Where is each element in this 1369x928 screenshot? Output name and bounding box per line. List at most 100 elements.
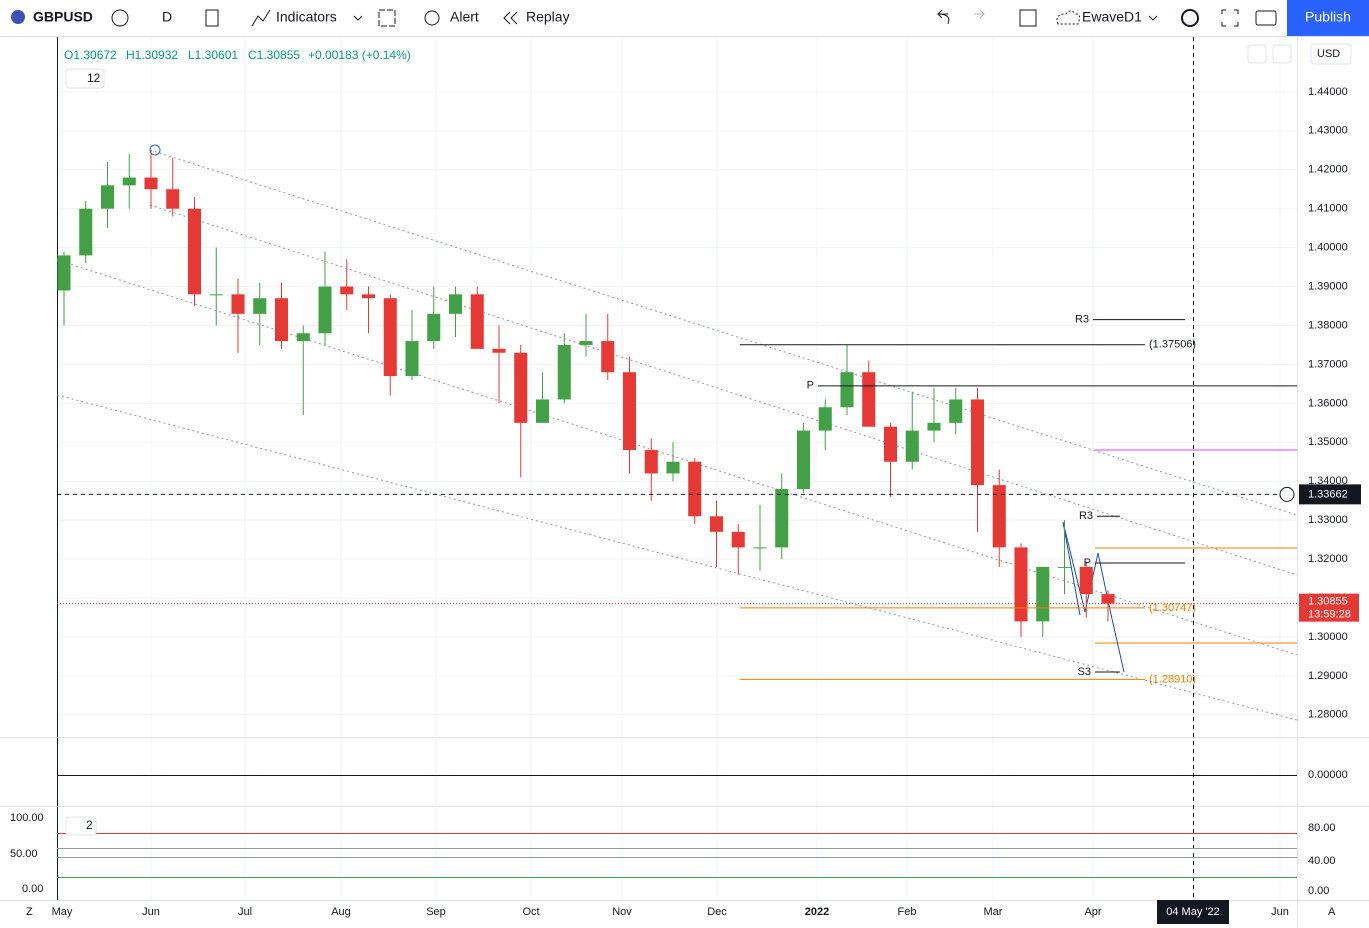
camera-icon[interactable]: [1255, 10, 1277, 26]
y-tick-label: 1.30000: [1308, 631, 1348, 643]
scroll-button[interactable]: [1247, 44, 1267, 64]
pivot-label: R3: [1075, 314, 1089, 326]
x-tick-label: Aug: [331, 906, 351, 918]
publish-label[interactable]: Publish: [1305, 9, 1351, 25]
add-button[interactable]: [1279, 486, 1295, 502]
candle-body: [470, 294, 484, 349]
layout-name[interactable]: EwaveD1: [1082, 9, 1142, 25]
x-tick-label: Jun: [142, 906, 160, 918]
replay-icon[interactable]: [503, 11, 518, 25]
right-tick: 0.00: [1308, 885, 1329, 897]
x-tick-label: Dec: [707, 906, 727, 918]
candle-body: [840, 372, 854, 408]
y-tick-label: 1.33000: [1308, 514, 1348, 526]
indicator-toggle[interactable]: [65, 68, 105, 89]
alert-icon[interactable]: [424, 10, 440, 26]
legend-close: C1.30855: [248, 48, 300, 62]
candle-body: [144, 177, 158, 190]
x-tick-label: 2022: [805, 906, 829, 918]
publish-button[interactable]: [1287, 0, 1369, 36]
replay[interactable]: Replay: [526, 9, 570, 25]
crosshair-price-box: [1299, 484, 1361, 505]
candle-body: [57, 255, 71, 291]
candle-body: [883, 426, 898, 462]
crosshair-price-label: 1.33662: [1308, 488, 1348, 500]
y-tick-label: 1.42000: [1308, 164, 1348, 176]
candle-body: [79, 208, 93, 256]
x-tick-label: Apr: [1084, 906, 1101, 918]
pivot-label: S3: [1078, 666, 1091, 678]
fullscreen-icon[interactable]: [1221, 9, 1239, 27]
x-tick-label: May: [52, 906, 73, 918]
candle-body: [166, 189, 180, 209]
y-tick-label: 1.43000: [1308, 125, 1348, 137]
indicator-count[interactable]: 2: [86, 818, 93, 832]
indicators-icon[interactable]: [251, 9, 271, 27]
undo[interactable]: [936, 9, 950, 25]
pivot-label: (1.30747): [1149, 602, 1196, 614]
candle-body: [644, 450, 658, 474]
candle-body: [209, 294, 223, 296]
candle-body: [296, 333, 310, 342]
y-tick-label: 1.28000: [1308, 709, 1348, 721]
candle-body: [970, 399, 985, 486]
chart-type-icon[interactable]: [205, 9, 219, 27]
y-tick-label: 1.32000: [1308, 553, 1348, 565]
candle-body: [122, 177, 136, 186]
flag-icon: [11, 10, 25, 24]
legend-high: H1.30932: [126, 48, 178, 62]
left-tick: 50.00: [10, 848, 38, 860]
y-tick-label: 1.29000: [1308, 670, 1348, 682]
x-tick-label: Nov: [612, 906, 632, 918]
x-tick-label: Sep: [426, 906, 446, 918]
indicator-count[interactable]: 12: [87, 71, 101, 85]
candle-body: [579, 341, 593, 345]
candle-body: [383, 298, 397, 377]
candle-body: [753, 547, 767, 549]
indicator-toggle[interactable]: [65, 816, 97, 836]
candle-body: [318, 286, 332, 334]
auto-label[interactable]: A: [1328, 906, 1336, 918]
interval[interactable]: D: [162, 9, 172, 25]
crosshair-date: 04 May '22: [1166, 906, 1219, 918]
y-tick-label: 1.40000: [1308, 242, 1348, 254]
x-tick-label: Jun: [1271, 906, 1289, 918]
symbol[interactable]: GBPUSD: [33, 9, 93, 25]
candle-body: [1057, 566, 1072, 568]
fullscreen-box[interactable]: [1019, 9, 1037, 27]
settings-icon[interactable]: [1181, 9, 1199, 27]
candle-body: [1036, 566, 1050, 622]
dropdown[interactable]: [353, 15, 363, 21]
cloud-icon[interactable]: [1056, 10, 1081, 25]
candle-body: [818, 407, 832, 431]
candle-body: [1079, 566, 1093, 595]
templates-icon[interactable]: [378, 9, 396, 27]
candle-body: [340, 286, 354, 295]
candle-body: [1014, 547, 1028, 622]
candle-body: [274, 298, 289, 342]
x-tick-label: Oct: [522, 906, 539, 918]
currency-button[interactable]: [1310, 43, 1352, 65]
candle-body: [535, 399, 550, 423]
countdown-label: 13:59:28: [1308, 609, 1351, 621]
candle-body: [992, 485, 1006, 548]
candle-body: [731, 531, 745, 548]
add-icon[interactable]: [111, 9, 129, 27]
redo[interactable]: [974, 9, 986, 19]
y-tick-label: 1.41000: [1308, 203, 1348, 215]
currency[interactable]: USD: [1317, 48, 1340, 60]
indicators[interactable]: Indicators: [276, 9, 337, 25]
last-price-label: 1.30855: [1308, 596, 1348, 608]
left-tick: 100.00: [10, 812, 44, 824]
candle-body: [361, 294, 376, 299]
oscillator-tick: 0.00000: [1308, 769, 1348, 781]
y-tick-label: 1.44000: [1308, 86, 1348, 98]
x-tick-label: Jul: [238, 906, 252, 918]
zoom-label[interactable]: Z: [26, 906, 33, 918]
alert[interactable]: Alert: [450, 9, 479, 25]
dropdown[interactable]: [1148, 15, 1158, 21]
reset-button[interactable]: [1272, 44, 1292, 64]
y-tick-label: 1.38000: [1308, 319, 1348, 331]
candle-body: [927, 422, 941, 431]
